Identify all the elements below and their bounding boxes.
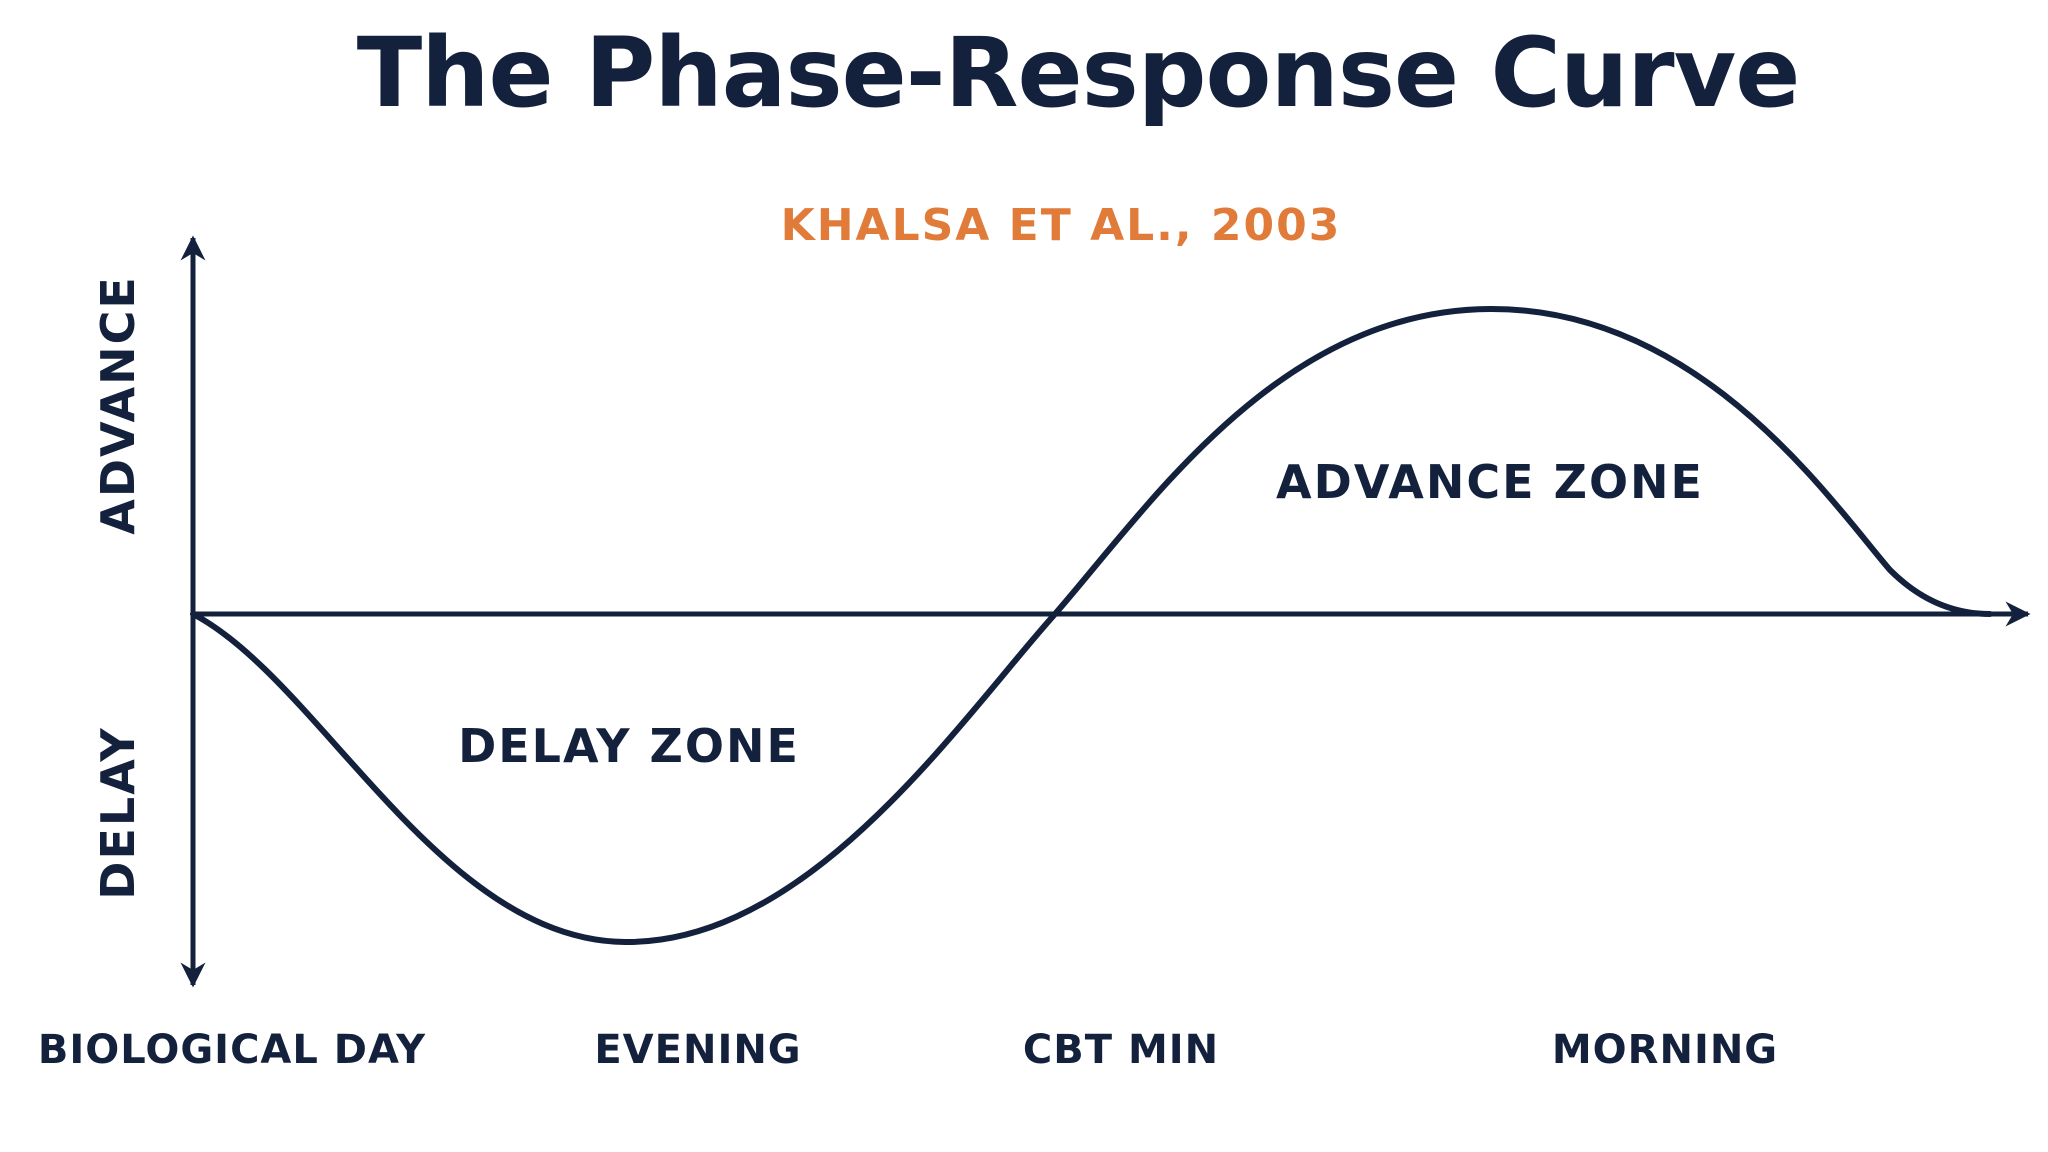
x-label-biological-day: BIOLOGICAL DAY xyxy=(38,1027,426,1073)
phase-response-curve xyxy=(190,305,1993,946)
delay-zone-label: DELAY ZONE xyxy=(458,719,800,773)
x-label-cbt-min: CBT MIN xyxy=(1023,1027,1219,1073)
diagram-title: The Phase-Response Curve xyxy=(357,17,1800,129)
advance-zone-label: ADVANCE ZONE xyxy=(1276,455,1704,509)
citation-subtitle: KHALSA ET AL., 2003 xyxy=(781,200,1342,251)
x-label-evening: EVENING xyxy=(594,1027,801,1073)
y-axis-delay-label: DELAY xyxy=(91,726,145,899)
x-label-morning: MORNING xyxy=(1552,1027,1778,1073)
y-axis-advance-label: ADVANCE xyxy=(91,275,145,535)
